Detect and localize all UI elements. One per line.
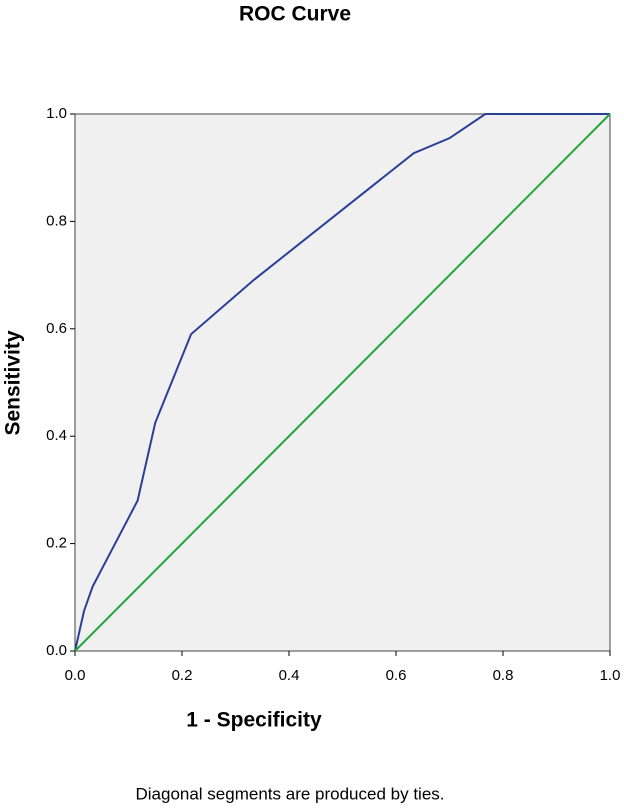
roc-line	[74, 113, 611, 652]
roc-line	[74, 113, 610, 652]
footnote: Diagonal segments are produced by ties.	[135, 784, 444, 803]
x-tick-label: 0.8	[493, 667, 514, 684]
x-tick-label: 0.2	[172, 667, 193, 684]
chart-title: ROC Curve	[239, 3, 351, 26]
y-tick-label: 0.8	[46, 212, 67, 229]
y-axis-label: Sensitivity	[2, 330, 25, 435]
x-tick-label: 0.6	[386, 667, 407, 684]
x-axis-label: 1 - Specificity	[186, 709, 322, 732]
y-tick-label: 0.2	[46, 535, 67, 552]
x-tick-label: 0.0	[65, 667, 86, 684]
y-tick-label: 1.0	[46, 105, 67, 122]
x-tick-label: 1.0	[600, 667, 621, 684]
x-tick-label: 0.4	[279, 667, 300, 684]
y-tick-label: 0.4	[46, 427, 67, 444]
y-tick-label: 0.6	[46, 320, 67, 337]
y-tick-label: 0.0	[46, 642, 67, 659]
